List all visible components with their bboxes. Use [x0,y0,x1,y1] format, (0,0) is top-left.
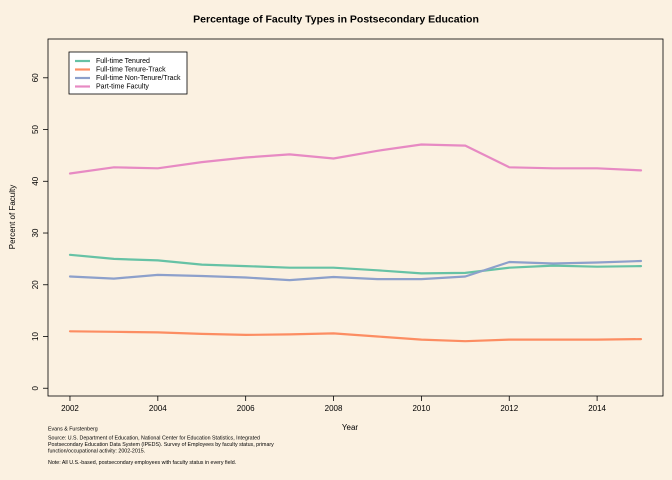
y-tick-label: 20 [31,280,40,289]
legend-label: Full-time Tenure-Track [96,66,166,73]
x-tick-label: 2012 [500,404,518,413]
x-tick-label: 2010 [412,404,430,413]
legend-label: Full-time Tenured [96,58,150,65]
source-line-2: Postsecondary Education Data System (IPE… [48,442,274,448]
series-line-2 [68,330,643,343]
credit-text: Evans & Furstenberg [48,427,98,433]
note-text: Note: All U.S.-based, postsecondary empl… [48,460,236,466]
y-axis: 0 10 20 30 40 50 60 [31,73,48,390]
y-tick-label: 40 [31,176,40,185]
x-tick-label: 2004 [149,404,167,413]
legend-label: Part-time Faculty [96,83,149,90]
y-tick-label: 0 [31,385,40,390]
series-line-4 [68,143,643,175]
y-tick-label: 30 [31,228,40,237]
y-tick-label: 50 [31,125,40,134]
chart-title: Percentage of Faculty Types in Postsecon… [193,14,479,26]
y-axis-label: Percent of Faculty [8,185,17,249]
legend-label: Full-time Non-Tenure/Track [96,75,181,82]
x-axis-label: Year [342,423,359,432]
y-tick-label: 60 [31,73,40,82]
source-line-1: Source: U.S. Department of Education, Na… [48,436,260,442]
source-line-3: function/occupational activity: 2002-201… [48,449,145,455]
x-tick-label: 2008 [325,404,343,413]
plot-frame [47,38,664,397]
x-tick-label: 2014 [588,404,606,413]
series-line-1 [68,253,643,275]
x-axis: 2002 2004 2006 2008 2010 2012 2014 [61,396,607,413]
y-tick-label: 10 [31,332,40,341]
series-line-3 [68,259,643,282]
legend-box [68,51,188,95]
series-lines [68,143,643,343]
x-tick-label: 2002 [61,404,79,413]
x-tick-label: 2006 [237,404,255,413]
